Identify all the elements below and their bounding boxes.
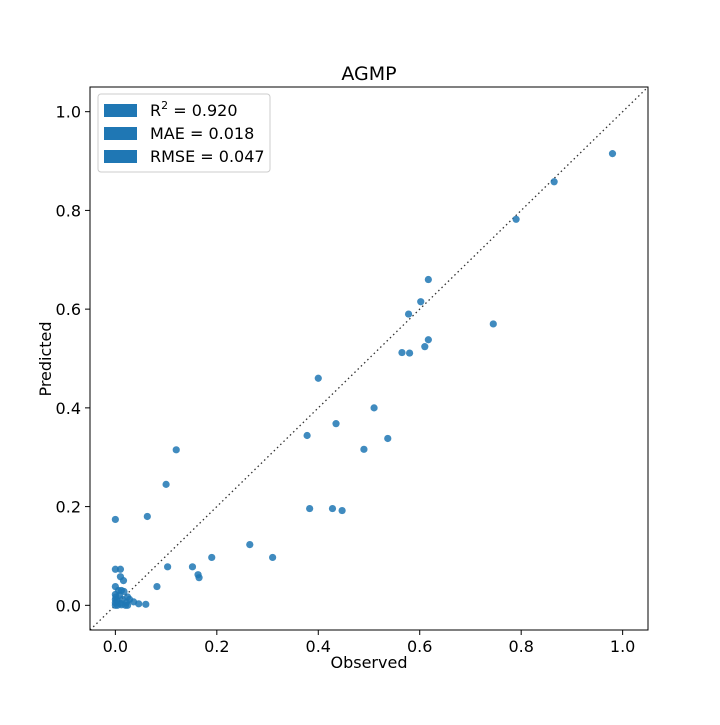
data-point xyxy=(360,445,368,453)
y-tick-label: 0.8 xyxy=(56,201,81,220)
y-axis-label: Predicted xyxy=(36,321,55,396)
data-point xyxy=(162,480,170,488)
y-tick-label: 0.2 xyxy=(56,498,81,517)
x-tick-label: 0.0 xyxy=(103,637,128,656)
data-point xyxy=(195,574,203,582)
data-point xyxy=(135,600,143,608)
data-point xyxy=(116,565,125,573)
data-point xyxy=(550,178,558,186)
identity-line xyxy=(89,86,649,631)
legend-entry-mae: MAE = 0.018 xyxy=(150,124,254,143)
data-point xyxy=(306,504,314,513)
legend-r2-value: = 0.920 xyxy=(168,101,237,120)
points-layer xyxy=(111,150,617,609)
data-point xyxy=(143,512,151,521)
data-point xyxy=(608,150,617,158)
data-point xyxy=(121,601,130,609)
data-point xyxy=(405,349,414,357)
legend-swatch-rmse xyxy=(104,150,137,163)
data-point xyxy=(489,320,497,328)
data-point xyxy=(370,404,378,412)
data-point xyxy=(188,563,197,571)
x-tick-label: 0.4 xyxy=(306,637,331,656)
data-point xyxy=(112,593,120,601)
legend-swatch-mae xyxy=(104,127,137,140)
data-point xyxy=(246,541,254,549)
data-point xyxy=(332,420,340,428)
data-point xyxy=(424,336,432,344)
data-point xyxy=(338,506,346,515)
y-tick-label: 0.4 xyxy=(56,399,81,418)
y-ticks: 0.0 0.2 0.4 0.6 0.8 1.0 xyxy=(56,103,90,615)
data-point xyxy=(421,343,429,351)
y-tick-label: 0.6 xyxy=(56,300,81,319)
y-tick-label: 1.0 xyxy=(56,103,81,122)
y-tick-label: 0.0 xyxy=(56,596,81,615)
x-axis-label: Observed xyxy=(331,653,408,672)
data-point xyxy=(424,275,432,284)
data-point xyxy=(164,563,172,571)
x-tick-label: 0.6 xyxy=(407,637,432,656)
plot-frame xyxy=(89,86,649,631)
legend-swatch-r2 xyxy=(104,104,137,117)
data-point xyxy=(314,374,322,382)
data-point xyxy=(111,565,119,573)
data-point xyxy=(417,298,425,306)
data-point xyxy=(384,434,392,443)
legend-r2-base: R xyxy=(150,101,161,120)
legend-frame xyxy=(97,93,271,173)
data-point xyxy=(153,582,161,591)
identity-line-layer xyxy=(89,86,649,631)
data-point xyxy=(328,504,337,513)
x-ticks: 0.0 0.2 0.4 0.6 0.8 1.0 xyxy=(103,630,635,656)
chart-title: AGMP xyxy=(341,63,396,85)
legend-r2-superscript: 2 xyxy=(161,99,168,112)
data-point xyxy=(208,553,216,562)
x-tick-label: 0.8 xyxy=(508,637,533,656)
x-tick-label: 0.2 xyxy=(204,637,229,656)
x-tick-label: 1.0 xyxy=(610,637,635,656)
data-point xyxy=(404,310,413,318)
data-point xyxy=(119,577,128,585)
legend-entry-rmse: RMSE = 0.047 xyxy=(150,147,265,166)
data-point xyxy=(269,553,277,562)
legend-entry-r2: R2 = 0.920 xyxy=(150,99,238,120)
data-point xyxy=(142,600,150,608)
data-point xyxy=(172,446,180,454)
legend: R2 = 0.920 MAE = 0.018 RMSE = 0.047 xyxy=(97,93,271,173)
data-point xyxy=(512,215,520,223)
data-point xyxy=(303,431,311,440)
data-point xyxy=(398,348,406,357)
data-point xyxy=(111,515,119,524)
